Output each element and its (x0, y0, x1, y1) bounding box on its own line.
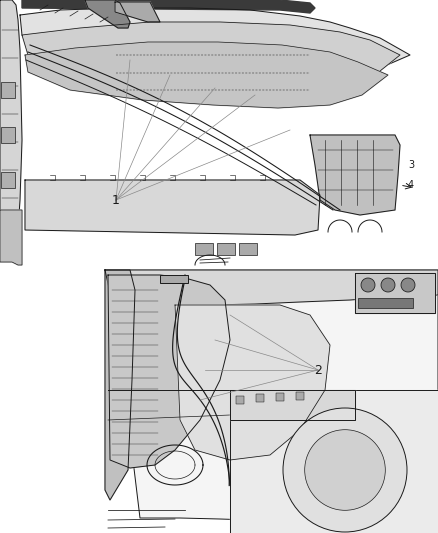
Text: 3: 3 (408, 160, 414, 170)
Polygon shape (22, 22, 400, 88)
Text: 1: 1 (112, 193, 120, 206)
Polygon shape (85, 0, 130, 28)
FancyBboxPatch shape (358, 298, 413, 308)
FancyBboxPatch shape (217, 243, 235, 255)
FancyBboxPatch shape (256, 394, 264, 402)
FancyBboxPatch shape (1, 127, 15, 143)
Polygon shape (115, 2, 160, 22)
Circle shape (381, 278, 395, 292)
Polygon shape (25, 42, 388, 108)
Polygon shape (230, 390, 438, 533)
Circle shape (305, 430, 385, 510)
FancyBboxPatch shape (236, 396, 244, 404)
FancyBboxPatch shape (195, 243, 213, 255)
Polygon shape (105, 270, 438, 533)
FancyBboxPatch shape (276, 393, 284, 401)
Polygon shape (105, 270, 438, 305)
Polygon shape (108, 275, 230, 468)
Polygon shape (22, 0, 315, 13)
FancyBboxPatch shape (1, 82, 15, 98)
Circle shape (401, 278, 415, 292)
Text: 2: 2 (314, 364, 322, 376)
Polygon shape (230, 390, 355, 420)
Polygon shape (20, 8, 410, 75)
Polygon shape (175, 305, 330, 460)
Text: 4: 4 (408, 180, 414, 190)
Circle shape (283, 408, 407, 532)
Polygon shape (105, 270, 135, 500)
Circle shape (361, 278, 375, 292)
Polygon shape (0, 0, 22, 260)
FancyBboxPatch shape (160, 275, 188, 283)
Polygon shape (355, 273, 435, 313)
FancyBboxPatch shape (239, 243, 257, 255)
FancyBboxPatch shape (296, 392, 304, 400)
Polygon shape (310, 135, 400, 215)
Polygon shape (0, 210, 22, 265)
Polygon shape (25, 180, 320, 235)
FancyBboxPatch shape (1, 172, 15, 188)
